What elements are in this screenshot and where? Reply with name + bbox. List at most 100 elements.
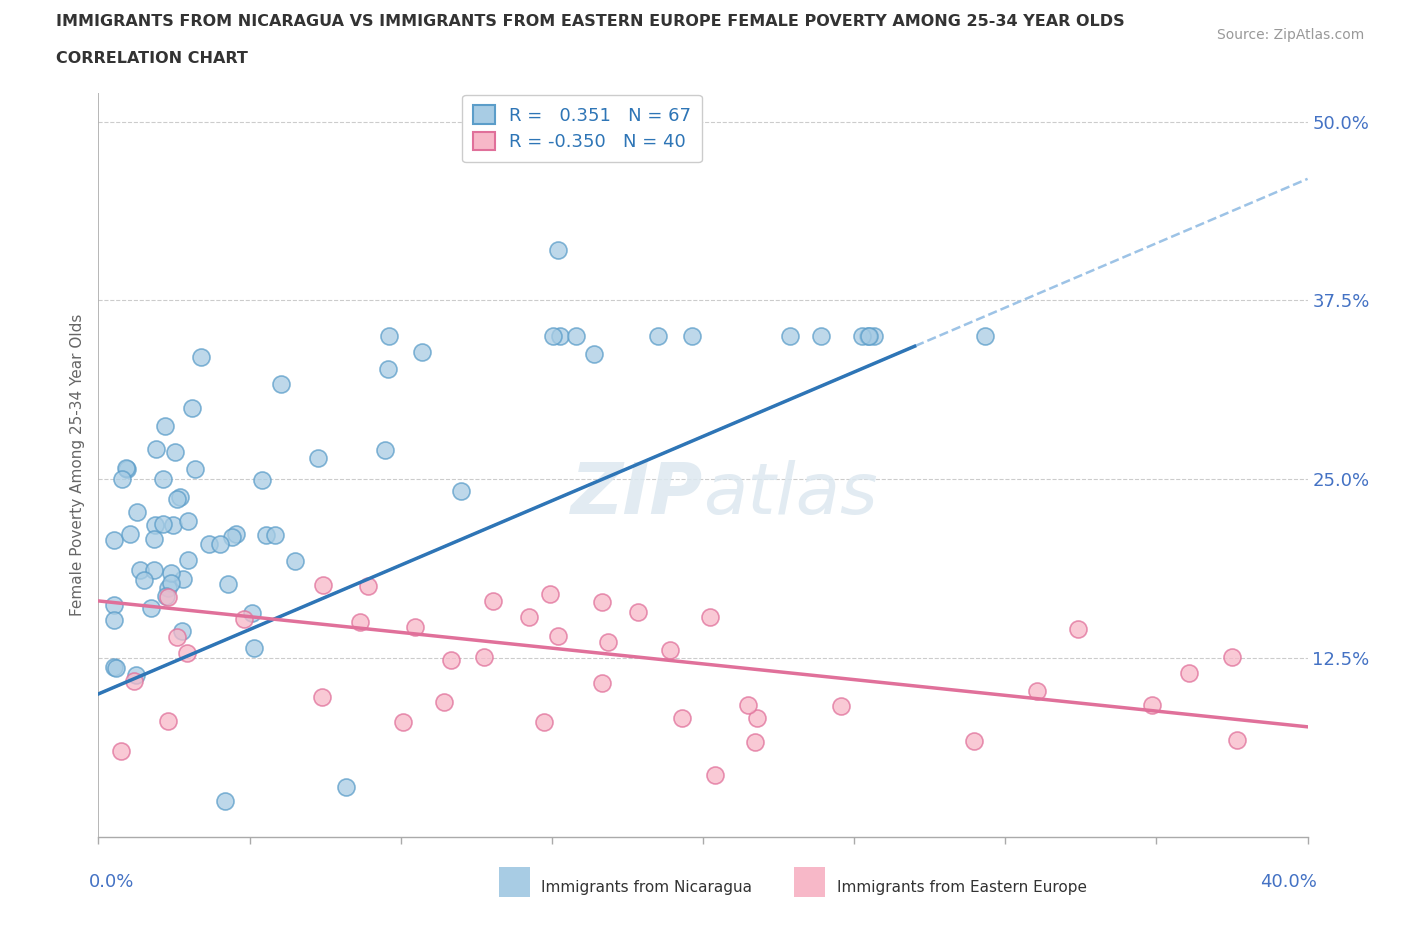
Point (1178, 665, 1201, 680)
Text: CORRELATION CHART: CORRELATION CHART (56, 51, 247, 66)
Y-axis label: Female Poverty Among 25-34 Year Olds: Female Poverty Among 25-34 Year Olds (69, 313, 84, 617)
Point (264, 528, 287, 543)
Point (810, 329, 832, 344)
Point (745, 711, 768, 725)
Text: 0.0%: 0.0% (90, 872, 135, 891)
Point (250, 472, 273, 487)
Point (132, 573, 155, 588)
Point (671, 711, 693, 725)
Point (176, 645, 198, 660)
Point (166, 629, 188, 644)
Point (378, 329, 401, 344)
Point (111, 472, 134, 486)
Text: Immigrants from Eastern Europe: Immigrants from Eastern Europe (837, 880, 1087, 895)
Point (209, 537, 232, 551)
Point (433, 695, 456, 710)
Point (858, 329, 880, 344)
Point (177, 513, 200, 528)
Point (627, 604, 650, 619)
Point (307, 450, 329, 465)
Point (156, 714, 179, 729)
Point (517, 609, 540, 624)
Point (450, 484, 472, 498)
Point (404, 619, 426, 634)
Point (548, 329, 571, 344)
Point (830, 699, 852, 714)
Point (311, 690, 333, 705)
Point (851, 329, 873, 344)
Point (156, 590, 179, 604)
Point (357, 578, 380, 593)
Point (143, 531, 166, 546)
Point (598, 634, 620, 649)
Text: atlas: atlas (703, 460, 877, 529)
Point (963, 734, 986, 749)
Point (481, 593, 503, 608)
Text: 40.0%: 40.0% (1260, 872, 1316, 891)
Point (349, 615, 371, 630)
Point (160, 576, 183, 591)
Point (214, 794, 236, 809)
Point (704, 767, 727, 782)
Point (699, 610, 721, 625)
Point (582, 346, 605, 361)
Point (1220, 650, 1243, 665)
Point (155, 589, 177, 604)
Point (120, 526, 142, 541)
Point (103, 660, 125, 675)
Point (181, 401, 204, 416)
Point (115, 460, 138, 475)
Point (440, 653, 463, 668)
Point (374, 442, 396, 457)
Point (221, 529, 243, 544)
Point (472, 650, 495, 665)
Point (160, 565, 183, 580)
Point (153, 418, 176, 433)
Point (744, 735, 766, 750)
Point (565, 329, 588, 344)
Point (1025, 684, 1047, 698)
Point (737, 698, 759, 712)
Point (110, 744, 132, 759)
Point (591, 594, 613, 609)
Point (1226, 732, 1249, 747)
Point (127, 504, 149, 519)
Point (377, 362, 399, 377)
Point (152, 517, 174, 532)
Point (104, 661, 127, 676)
Point (243, 641, 266, 656)
Point (1067, 621, 1090, 636)
Point (172, 624, 194, 639)
Point (125, 668, 148, 683)
Point (862, 329, 884, 344)
Point (157, 580, 180, 595)
Text: Source: ZipAtlas.com: Source: ZipAtlas.com (1216, 28, 1364, 42)
Point (225, 526, 247, 541)
Point (139, 601, 162, 616)
Point (254, 528, 277, 543)
Point (198, 537, 221, 551)
Point (128, 563, 150, 578)
Point (647, 329, 669, 344)
Point (591, 675, 613, 690)
Point (183, 462, 205, 477)
Legend: R =   0.351   N = 67, R = -0.350   N = 40: R = 0.351 N = 67, R = -0.350 N = 40 (463, 95, 702, 162)
FancyBboxPatch shape (786, 858, 832, 905)
Point (152, 472, 174, 486)
Point (163, 445, 186, 459)
Point (411, 345, 433, 360)
Point (974, 329, 997, 344)
Point (681, 329, 703, 344)
Point (103, 597, 125, 612)
Point (166, 492, 188, 507)
Text: IMMIGRANTS FROM NICARAGUA VS IMMIGRANTS FROM EASTERN EUROPE FEMALE POVERTY AMONG: IMMIGRANTS FROM NICARAGUA VS IMMIGRANTS … (56, 14, 1125, 29)
Point (533, 714, 555, 729)
Point (190, 350, 212, 365)
Point (392, 714, 415, 729)
Point (142, 563, 165, 578)
Point (538, 587, 561, 602)
Point (1140, 698, 1163, 712)
Point (541, 329, 564, 344)
Point (547, 243, 569, 258)
Text: Immigrants from Nicaragua: Immigrants from Nicaragua (541, 880, 752, 895)
